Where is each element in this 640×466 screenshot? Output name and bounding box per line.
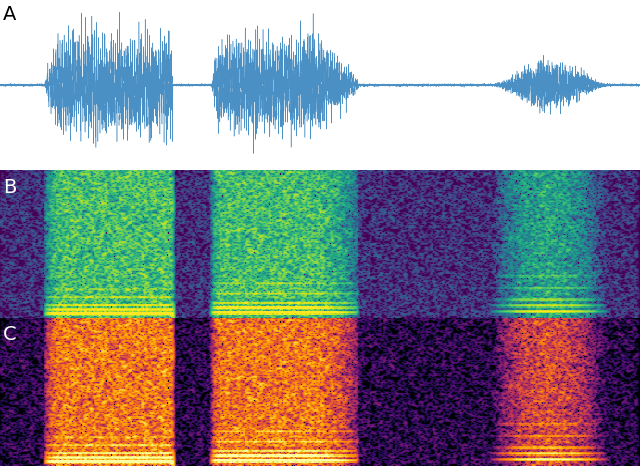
Text: B: B (3, 178, 17, 197)
Text: C: C (3, 325, 17, 344)
Text: A: A (3, 5, 17, 24)
